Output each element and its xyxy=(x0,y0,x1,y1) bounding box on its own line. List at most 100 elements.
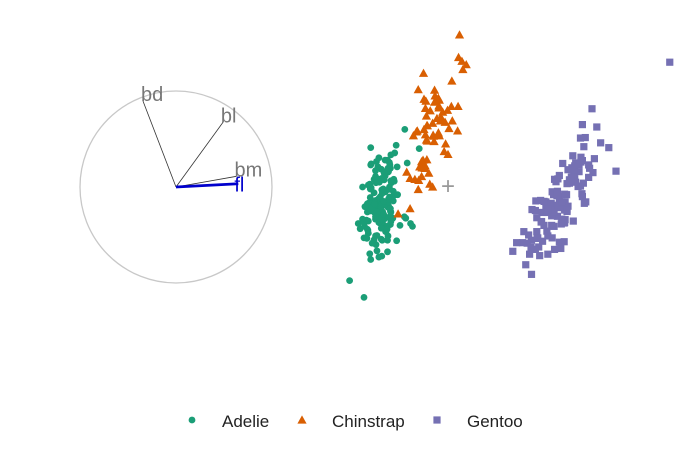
point-adelie xyxy=(346,277,353,284)
point-gentoo xyxy=(588,105,596,113)
point-chinstrap xyxy=(408,131,419,140)
point-gentoo xyxy=(612,167,620,175)
point-gentoo xyxy=(523,239,531,247)
point-gentoo xyxy=(550,245,559,253)
point-chinstrap xyxy=(421,111,431,120)
point-chinstrap xyxy=(447,76,457,85)
data-points xyxy=(346,30,674,301)
point-gentoo xyxy=(526,250,534,258)
point-adelie xyxy=(367,160,375,168)
point-gentoo xyxy=(569,217,577,225)
point-gentoo xyxy=(586,164,594,172)
point-chinstrap xyxy=(413,84,423,94)
point-gentoo xyxy=(590,155,598,163)
point-chinstrap xyxy=(428,118,438,127)
point-adelie xyxy=(373,232,381,239)
point-adelie xyxy=(378,236,386,244)
point-gentoo xyxy=(578,121,586,129)
legend-item-gentoo: Gentoo xyxy=(433,412,523,431)
point-gentoo xyxy=(533,228,541,236)
point-chinstrap xyxy=(421,96,431,105)
point-gentoo xyxy=(567,173,575,181)
point-adelie xyxy=(371,200,378,208)
point-adelie xyxy=(380,169,388,177)
point-gentoo xyxy=(574,182,582,191)
point-adelie xyxy=(372,179,380,187)
point-chinstrap xyxy=(444,123,454,133)
point-adelie xyxy=(367,144,375,152)
point-gentoo xyxy=(559,159,567,168)
point-adelie xyxy=(366,250,374,258)
point-gentoo xyxy=(546,200,554,208)
point-chinstrap xyxy=(429,85,440,94)
point-adelie xyxy=(366,194,374,201)
point-adelie xyxy=(385,213,393,221)
point-adelie xyxy=(363,225,371,233)
point-gentoo xyxy=(548,234,556,242)
point-gentoo xyxy=(509,247,517,255)
point-adelie xyxy=(409,222,416,230)
point-chinstrap xyxy=(430,91,440,100)
point-chinstrap xyxy=(420,103,431,112)
center-plus: + xyxy=(441,173,455,200)
point-adelie xyxy=(372,167,379,175)
point-gentoo xyxy=(522,261,530,269)
legend-label-chinstrap: Chinstrap xyxy=(332,412,405,431)
point-chinstrap xyxy=(425,106,435,115)
point-adelie xyxy=(380,210,388,218)
point-adelie xyxy=(396,222,404,229)
series-chinstrap xyxy=(393,30,471,218)
center-marker: + xyxy=(441,173,455,200)
point-chinstrap xyxy=(429,97,440,106)
point-chinstrap xyxy=(429,136,439,146)
point-gentoo xyxy=(527,270,536,278)
point-gentoo xyxy=(533,214,541,222)
point-gentoo xyxy=(569,152,577,160)
point-chinstrap xyxy=(410,174,420,183)
point-gentoo xyxy=(589,169,597,177)
point-gentoo xyxy=(527,243,535,252)
point-adelie xyxy=(392,141,400,149)
point-chinstrap xyxy=(458,64,468,74)
point-gentoo xyxy=(531,206,539,215)
arrow-label-bd: bd xyxy=(141,84,163,106)
point-gentoo xyxy=(553,212,562,220)
point-gentoo xyxy=(558,198,566,206)
point-gentoo xyxy=(575,168,583,176)
series-adelie xyxy=(346,125,423,301)
legend-label-adelie: Adelie xyxy=(222,412,269,431)
point-chinstrap xyxy=(412,126,422,135)
point-adelie xyxy=(393,237,401,245)
point-chinstrap xyxy=(393,209,403,218)
point-chinstrap xyxy=(447,116,457,125)
arrow-fl xyxy=(175,182,239,189)
point-gentoo xyxy=(513,239,521,247)
point-adelie xyxy=(372,173,379,180)
point-gentoo xyxy=(536,252,544,260)
point-chinstrap xyxy=(422,155,432,164)
legend: Adelie Chinstrap Gentoo xyxy=(188,412,523,431)
point-gentoo xyxy=(538,237,547,245)
point-adelie xyxy=(379,185,387,193)
legend-item-adelie: Adelie xyxy=(188,412,269,431)
point-chinstrap xyxy=(434,103,444,112)
arrow-label-fl: fl xyxy=(234,175,244,197)
point-gentoo xyxy=(518,239,526,247)
point-chinstrap xyxy=(402,167,412,176)
point-gentoo xyxy=(568,164,576,172)
arrow-bl xyxy=(175,122,224,188)
point-gentoo xyxy=(540,197,548,205)
point-gentoo xyxy=(552,178,560,186)
point-adelie xyxy=(401,125,409,133)
point-gentoo xyxy=(520,228,528,236)
point-gentoo xyxy=(579,179,587,187)
point-gentoo xyxy=(605,144,613,152)
point-gentoo xyxy=(582,198,590,206)
point-chinstrap xyxy=(461,60,471,69)
point-adelie xyxy=(373,247,381,255)
point-gentoo xyxy=(544,250,552,258)
point-gentoo xyxy=(560,238,568,246)
point-gentoo xyxy=(597,139,605,147)
point-chinstrap xyxy=(418,68,429,77)
